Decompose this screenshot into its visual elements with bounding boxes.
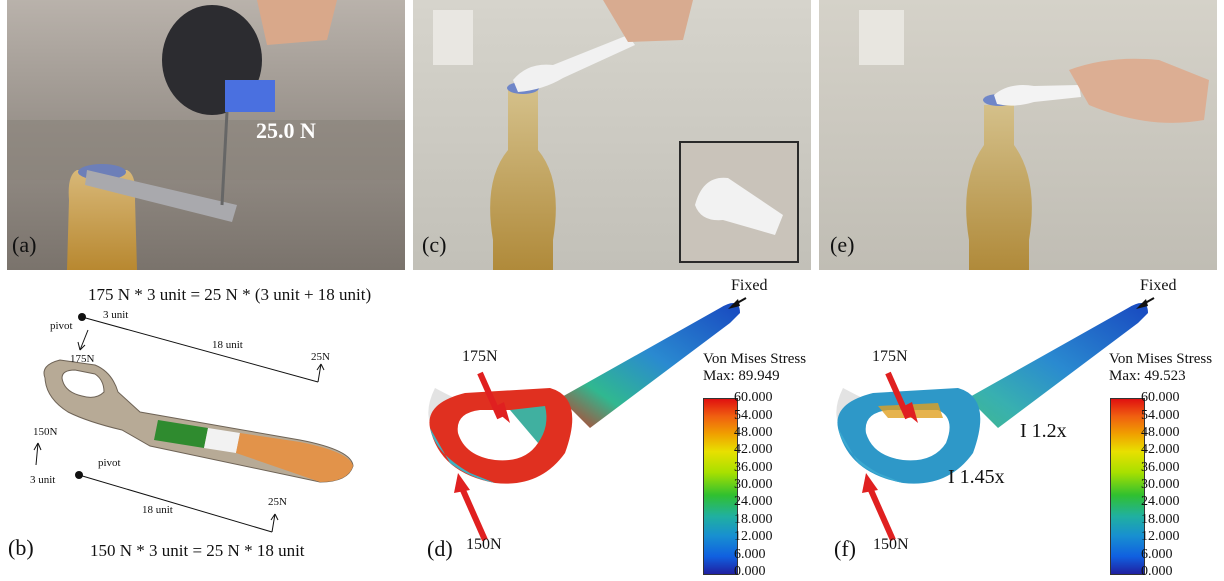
- bottom-short-arm: 3 unit: [30, 474, 56, 486]
- panel-label-b: (b): [8, 535, 34, 560]
- tick-f-3: 42.000: [1141, 442, 1180, 457]
- photo-a-scene: [7, 0, 405, 270]
- tick-d-0: 60.000: [734, 390, 773, 405]
- tick-f-1: 54.000: [1141, 408, 1180, 423]
- tick-d-3: 42.000: [734, 442, 773, 457]
- tick-f-8: 12.000: [1141, 529, 1180, 544]
- top-equation: 175 N * 3 unit = 25 N * (3 unit + 18 uni…: [88, 285, 372, 304]
- photo-a: [7, 0, 405, 270]
- ratio-bottom: I 1.45x: [948, 466, 1005, 488]
- tick-f-9: 6.000: [1141, 547, 1173, 562]
- tick-d-5: 30.000: [734, 477, 773, 492]
- top-force-right: 25N: [311, 351, 330, 363]
- panel-label-a: (a): [12, 232, 37, 257]
- tick-d-7: 18.000: [734, 512, 773, 527]
- tick-f-4: 36.000: [1141, 460, 1180, 475]
- panel-label-e: (e): [830, 232, 855, 257]
- tick-f-7: 18.000: [1141, 512, 1180, 527]
- bottom-force-left: 150N: [33, 426, 58, 438]
- top-short-arm: 3 unit: [103, 309, 129, 321]
- photo-c: [413, 0, 811, 270]
- panel-label-f: (f): [834, 536, 856, 561]
- top-force-left: 175N: [70, 353, 95, 365]
- bottom-long-arm: 18 unit: [142, 504, 173, 516]
- bottom-pivot-label: pivot: [98, 457, 121, 469]
- top-long-arm: 18 unit: [212, 339, 243, 351]
- top-pivot-label: pivot: [50, 320, 73, 332]
- legend-heading-f: Von Mises Stress: [1109, 351, 1213, 367]
- tick-d-2: 48.000: [734, 425, 773, 440]
- legend-max-f: Max: 49.523: [1109, 368, 1186, 384]
- bottom-equation: 150 N * 3 unit = 25 N * 18 unit: [90, 541, 305, 560]
- tick-f-5: 30.000: [1141, 477, 1180, 492]
- panel-label-d: (d): [427, 536, 453, 561]
- legend-title-d: Von Mises Stress Max: 89.949: [703, 351, 806, 385]
- lever-diagram: [33, 313, 354, 533]
- colorbar-f: [1110, 398, 1145, 575]
- scale-reading: 25.0 N: [256, 118, 316, 143]
- force-150-d: 150N: [466, 536, 502, 553]
- fixed-label-d: Fixed: [731, 277, 768, 294]
- colorbar-d: [703, 398, 738, 575]
- stress-sim-f: [836, 297, 1155, 542]
- bottom-force-right: 25N: [268, 496, 287, 508]
- legend-heading-d: Von Mises Stress: [703, 351, 807, 367]
- tick-d-1: 54.000: [734, 408, 773, 423]
- tick-f-6: 24.000: [1141, 494, 1180, 509]
- photo-e-scene: [819, 0, 1217, 270]
- tick-f-0: 60.000: [1141, 390, 1180, 405]
- force-175-d: 175N: [462, 348, 498, 365]
- stress-sim-d: [428, 297, 747, 542]
- tick-d-6: 24.000: [734, 494, 773, 509]
- ratio-top: I 1.2x: [1020, 420, 1067, 442]
- force-175-f: 175N: [872, 348, 908, 365]
- tick-d-8: 12.000: [734, 529, 773, 544]
- fixed-label-f: Fixed: [1140, 277, 1177, 294]
- tick-d-9: 6.000: [734, 547, 766, 562]
- legend-title-f: Von Mises Stress Max: 49.523: [1109, 351, 1212, 385]
- tick-f-2: 48.000: [1141, 425, 1180, 440]
- tick-f-10: 0.000: [1141, 564, 1173, 579]
- photo-e: [819, 0, 1217, 270]
- tick-d-4: 36.000: [734, 460, 773, 475]
- legend-max-d: Max: 89.949: [703, 368, 780, 384]
- photo-c-scene: [413, 0, 811, 270]
- force-150-f: 150N: [873, 536, 909, 553]
- panel-label-c: (c): [422, 232, 447, 257]
- tick-d-10: 0.000: [734, 564, 766, 579]
